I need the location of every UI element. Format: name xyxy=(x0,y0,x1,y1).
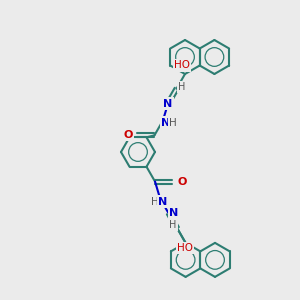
Text: HO: HO xyxy=(174,61,190,70)
Text: H: H xyxy=(169,118,177,128)
Text: N: N xyxy=(164,99,172,109)
Text: HO: HO xyxy=(177,243,193,254)
Text: H: H xyxy=(151,196,159,206)
Text: N: N xyxy=(161,118,170,128)
Text: O: O xyxy=(177,176,186,187)
Text: O: O xyxy=(123,130,132,140)
Text: N: N xyxy=(158,196,168,206)
Text: H: H xyxy=(169,220,177,230)
Text: N: N xyxy=(169,208,178,218)
Text: H: H xyxy=(178,82,185,92)
